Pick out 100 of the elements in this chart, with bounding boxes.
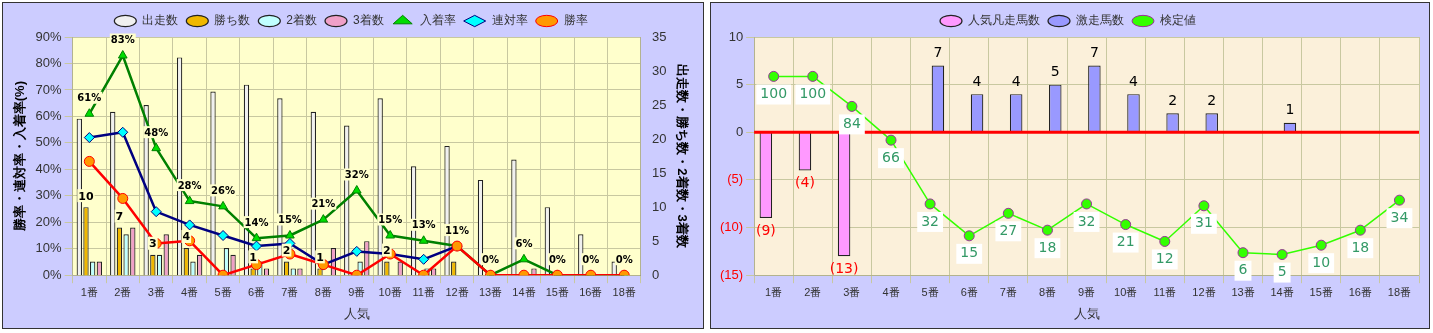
y-tick-label: 80% <box>35 55 63 71</box>
x-tick-label: 2番 <box>114 285 132 298</box>
legend-label: 人気凡走馬数 <box>968 13 1040 28</box>
data-label: 26% <box>211 184 236 196</box>
data-label: 12 <box>1155 250 1174 267</box>
x-axis-title: 人気 <box>343 305 370 321</box>
data-label: 10 <box>78 189 94 203</box>
x-tick-label: 4番 <box>181 285 199 298</box>
x-tick-label: 12番 <box>445 285 469 298</box>
y-tick-label: 60% <box>35 107 63 123</box>
data-label: 6 <box>1238 261 1248 278</box>
y2-tick-label: 30 <box>651 62 667 78</box>
x-tick-label: 15番 <box>1309 285 1333 298</box>
data-label: (9) <box>755 221 776 238</box>
x-tick-label: 12番 <box>1192 285 1216 298</box>
y-tick-label: 5 <box>735 76 744 92</box>
x-tick-label: 18番 <box>612 285 636 298</box>
x-tick-label: 6番 <box>247 285 266 298</box>
data-label: 0% <box>582 253 600 265</box>
data-label: 100 <box>760 85 788 102</box>
x-tick-label: 15番 <box>545 285 569 298</box>
data-label: 14% <box>244 216 269 228</box>
data-label: 11% <box>445 224 470 236</box>
data-label: 28% <box>177 179 202 191</box>
data-label: 5 <box>1050 63 1060 80</box>
data-label: 31 <box>1194 214 1213 231</box>
data-label: 4 <box>182 230 191 244</box>
y-tick-label: 90% <box>35 28 63 44</box>
data-label: 27 <box>999 221 1018 238</box>
data-label: (4) <box>795 174 815 191</box>
data-label: 1 <box>249 250 257 264</box>
data-label: 15% <box>277 214 302 226</box>
data-label: 13% <box>411 219 436 231</box>
data-label: 10 <box>1312 253 1331 270</box>
y2-tick-label: 25 <box>651 96 667 112</box>
data-label: 7 <box>115 209 124 223</box>
data-label: 6% <box>515 237 533 249</box>
data-label: 0% <box>615 253 633 265</box>
y-tick-label: 20% <box>35 213 63 229</box>
y-tick-label: 10% <box>35 240 63 256</box>
x-tick-label: 14番 <box>1270 285 1294 298</box>
x-tick-label: 16番 <box>579 285 603 298</box>
data-label: 66 <box>882 148 900 165</box>
data-label: 100 <box>799 85 827 102</box>
y2-tick-label: 15 <box>651 164 667 180</box>
legend-label: 激走馬数 <box>1076 13 1124 28</box>
x-tick-label: 5番 <box>921 285 939 298</box>
data-label: 0% <box>548 253 566 265</box>
data-label: 34 <box>1390 208 1409 225</box>
y2-tick-label: 20 <box>651 130 667 146</box>
x-tick-label: 4番 <box>882 285 900 298</box>
data-label: 15 <box>960 244 979 261</box>
data-label: 2 <box>282 243 291 257</box>
x-tick-label: 14番 <box>512 285 536 298</box>
x-tick-label: 18番 <box>1387 285 1412 298</box>
data-label: 84 <box>842 115 861 132</box>
x-tick-label: 1番 <box>80 285 98 298</box>
x-tick-label: 13番 <box>478 285 503 298</box>
data-label: 18 <box>1351 238 1370 255</box>
x-tick-label: 2番 <box>804 285 822 298</box>
y2-tick-label: 0 <box>651 266 660 282</box>
x-tick-label: 10番 <box>378 285 402 298</box>
data-label: 83% <box>110 34 135 46</box>
x-tick-label: 7番 <box>999 285 1017 298</box>
y-tick-label: 70% <box>35 81 63 97</box>
x-tick-label: 3番 <box>843 285 861 298</box>
data-label: 4 <box>1129 72 1139 89</box>
y-tick-label: 0 <box>735 123 744 139</box>
y-tick-label: 30% <box>35 187 63 203</box>
data-label: (13) <box>829 259 859 276</box>
data-label: 3 <box>149 237 157 251</box>
x-tick-label: 11番 <box>1153 285 1176 298</box>
x-tick-label: 1番 <box>765 285 783 298</box>
y-tick-label: 50% <box>35 134 63 150</box>
x-tick-label: 8番 <box>314 285 332 298</box>
y2-tick-label: 35 <box>651 28 667 44</box>
x-tick-label: 3番 <box>147 285 165 298</box>
data-label: 4 <box>972 72 982 89</box>
x-tick-label: 6番 <box>960 285 978 298</box>
data-label: 2 <box>1207 91 1217 108</box>
x-tick-label: 5番 <box>214 285 232 298</box>
data-label: 4 <box>1011 72 1021 89</box>
x-tick-label: 11番 <box>412 285 435 298</box>
x-tick-label: 9番 <box>1078 285 1096 298</box>
data-label: 1 <box>316 250 324 264</box>
x-tick-label: 9番 <box>348 285 366 298</box>
data-label: 2 <box>1168 91 1178 108</box>
y2-axis-title: 出走数・勝ち数・2着数・3着数 <box>674 64 690 249</box>
data-label: 0% <box>482 253 499 265</box>
data-label: 15% <box>378 214 403 226</box>
data-label: 2 <box>383 243 391 257</box>
y-axis-title: 勝率・連対率・入着率(%) <box>12 80 28 233</box>
x-tick-label: 10番 <box>1114 285 1138 298</box>
data-label: 32% <box>344 169 369 181</box>
x-tick-label: 16番 <box>1348 285 1372 298</box>
legend-label: 出走数 <box>142 13 179 28</box>
x-tick-label: 13番 <box>1231 285 1255 298</box>
data-label: 5 <box>1277 263 1287 280</box>
y-tick-label: 0% <box>42 266 63 282</box>
x-tick-label: 8番 <box>1038 285 1057 298</box>
